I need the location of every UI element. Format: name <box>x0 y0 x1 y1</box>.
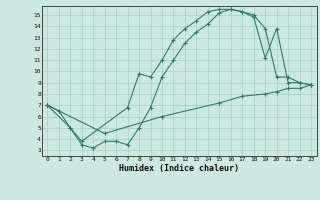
X-axis label: Humidex (Indice chaleur): Humidex (Indice chaleur) <box>119 164 239 173</box>
